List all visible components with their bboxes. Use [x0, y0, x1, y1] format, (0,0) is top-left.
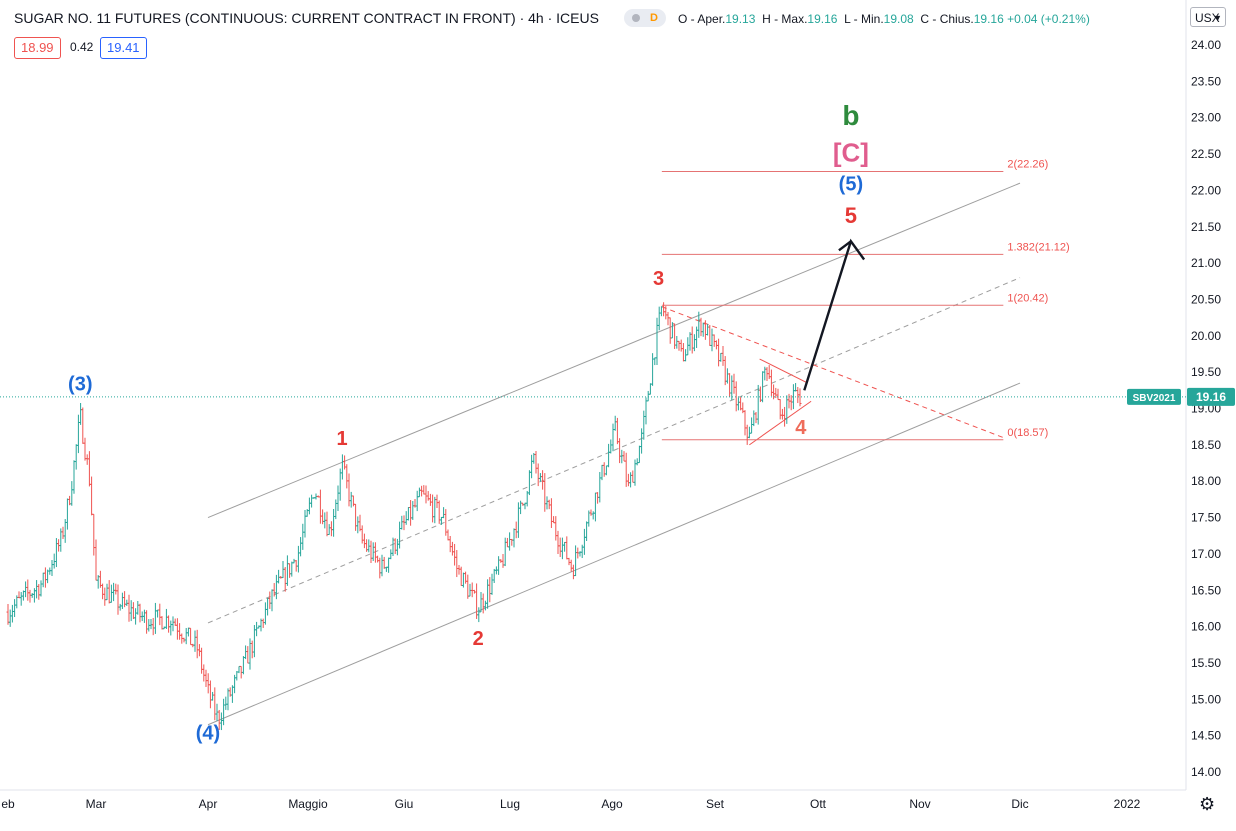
sell-price-button[interactable]: 18.99: [14, 37, 61, 59]
chevron-down-icon: ▼: [1213, 13, 1222, 23]
y-tick-label: 20.50: [1191, 292, 1221, 306]
y-tick-label: 20.00: [1191, 329, 1221, 343]
ohlc-values: O - Aper.19.13 H - Max.19.16 L - Min.19.…: [678, 12, 1090, 26]
high-value: 19.16: [807, 12, 838, 26]
low-label: L - Min.: [844, 12, 884, 26]
wave-label: (3): [68, 373, 92, 395]
high-label: H - Max.: [762, 12, 808, 26]
y-tick-label: 21.50: [1191, 220, 1221, 234]
y-tick-label: 21.00: [1191, 256, 1221, 270]
x-tick-label: Nov: [909, 797, 930, 811]
y-tick-label: 17.50: [1191, 511, 1221, 525]
y-tick-label: 18.50: [1191, 438, 1221, 452]
close-label: C - Chius.: [920, 12, 974, 26]
wave-label: 4: [795, 417, 807, 439]
x-tick-label: Dic: [1011, 797, 1028, 811]
y-tick-label: 14.00: [1191, 765, 1221, 779]
buy-price-button[interactable]: 19.41: [100, 37, 147, 59]
x-tick-label: Ott: [810, 797, 827, 811]
open-label: O - Aper.: [678, 12, 726, 26]
y-tick-label: 16.00: [1191, 620, 1221, 634]
x-tick-label: Apr: [199, 797, 218, 811]
wave-label: 5: [845, 203, 857, 228]
y-tick-label: 14.50: [1191, 729, 1221, 743]
wave-label: (5): [839, 173, 863, 195]
y-tick-label: 15.50: [1191, 656, 1221, 670]
x-tick-label: eb: [1, 797, 15, 811]
y-tick-label: 24.00: [1191, 38, 1221, 52]
low-value: 19.08: [883, 12, 914, 26]
gear-icon[interactable]: ⚙: [1199, 794, 1216, 814]
symbol-title[interactable]: SUGAR NO. 11 FUTURES (CONTINUOUS: CURREN…: [14, 10, 599, 26]
delay-badge: D: [650, 12, 658, 24]
legend-badges: D: [624, 9, 666, 27]
fib-level-label: 2(22.26): [1007, 158, 1048, 170]
channel-line-triangle-top[interactable]: [759, 358, 808, 384]
y-tick-label: 23.00: [1191, 111, 1221, 125]
change-value: +0.04 (+0.21%): [1007, 12, 1090, 26]
y-tick-label: 17.00: [1191, 547, 1221, 561]
y-tick-label: 22.50: [1191, 147, 1221, 161]
open-value: 19.13: [725, 12, 756, 26]
wave-label: 3: [653, 268, 664, 290]
x-tick-label: Ago: [601, 797, 623, 811]
currency-select[interactable]: USX ▼: [1190, 7, 1226, 27]
y-tick-label: 23.50: [1191, 74, 1221, 88]
wave-label: [C]: [833, 137, 869, 167]
y-tick-label: 16.50: [1191, 583, 1221, 597]
y-tick-label: 22.00: [1191, 183, 1221, 197]
arrow-head-left: [838, 240, 852, 252]
channel-line-wedge-top[interactable]: [661, 306, 1004, 439]
channel-line-triangle-bottom[interactable]: [749, 400, 812, 446]
y-tick-label: 18.00: [1191, 474, 1221, 488]
visibility-badge[interactable]: D: [624, 9, 666, 27]
currency-value: USX: [1195, 11, 1220, 25]
symbol-tag-label: SBV2021: [1133, 393, 1176, 404]
y-tick-label: 19.50: [1191, 365, 1221, 379]
visibility-dot-icon: [632, 14, 640, 22]
wave-label: 2: [473, 628, 484, 650]
x-tick-label: Lug: [500, 797, 520, 811]
last-price-tag[interactable]: [1187, 387, 1235, 406]
x-tick-label: 2022: [1114, 797, 1141, 811]
symbol-price-tag[interactable]: [1127, 388, 1181, 405]
channel-line-middle[interactable]: [207, 277, 1021, 624]
x-tick-label: Giu: [395, 797, 414, 811]
wave-label: 1: [337, 428, 348, 450]
wave-label: (4): [196, 722, 220, 744]
fib-level-label: 1.382(21.12): [1007, 241, 1069, 253]
y-tick-label: 15.00: [1191, 692, 1221, 706]
x-tick-label: Set: [706, 797, 725, 811]
last-price-value: 19.16: [1196, 390, 1226, 404]
x-tick-label: Maggio: [288, 797, 328, 811]
wave-label: b: [842, 100, 859, 131]
fib-level-label: 0(18.57): [1007, 427, 1048, 439]
close-value: 19.16: [973, 12, 1004, 26]
x-tick-label: Mar: [86, 797, 107, 811]
spread-value: 0.42: [70, 40, 94, 54]
fib-level-label: 1(20.42): [1007, 292, 1048, 304]
